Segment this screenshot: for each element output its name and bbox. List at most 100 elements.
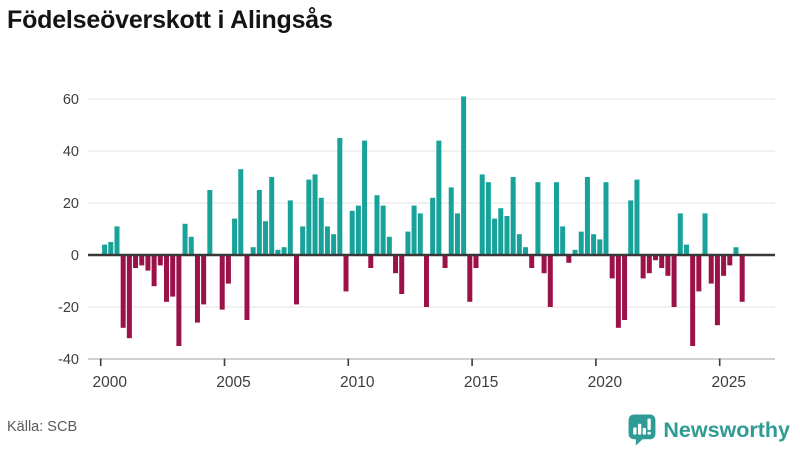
bar-2014-Q1 xyxy=(448,187,454,255)
bar-2020-Q4 xyxy=(615,255,621,328)
bar-2011-Q3 xyxy=(386,236,392,255)
bar-2002-Q3 xyxy=(164,255,169,302)
bar-2007-Q1 xyxy=(275,249,281,255)
bar-2016-Q3 xyxy=(510,177,516,255)
bar-2013-Q1 xyxy=(423,255,429,307)
bar-2025-Q1 xyxy=(721,255,727,276)
bar-2021-Q3 xyxy=(634,179,640,255)
bar-2014-Q3 xyxy=(461,96,467,256)
bar-2005-Q1 xyxy=(225,255,231,284)
bar-2012-Q4 xyxy=(417,213,423,255)
bar-2018-Q1 xyxy=(547,255,553,307)
bar-2012-Q1 xyxy=(399,255,405,294)
bar-2015-Q4 xyxy=(492,218,498,255)
bar-2013-Q2 xyxy=(430,197,436,255)
page-title: Födelseöverskott i Alingsås xyxy=(7,6,333,34)
bar-2013-Q4 xyxy=(442,255,448,268)
bar-2009-Q2 xyxy=(331,234,337,255)
bar-2019-Q2 xyxy=(578,231,584,255)
bar-2001-Q4 xyxy=(145,255,151,271)
bar-2008-Q3 xyxy=(312,174,318,255)
bar-2003-Q4 xyxy=(194,255,200,323)
x-axis-label-2000: 2000 xyxy=(92,374,127,391)
bar-2006-Q1 xyxy=(250,247,256,255)
bar-2019-Q3 xyxy=(584,177,590,255)
bar-2015-Q2 xyxy=(479,174,485,255)
bar-2007-Q3 xyxy=(287,200,293,255)
bar-2004-Q2 xyxy=(207,190,213,255)
bar-2023-Q3 xyxy=(683,244,689,255)
bar-2000-Q4 xyxy=(120,255,126,328)
bar-2024-Q1 xyxy=(696,255,702,292)
bar-2003-Q3 xyxy=(188,236,194,255)
x-axis-label-2025: 2025 xyxy=(711,374,745,391)
y-axis-label--20: -20 xyxy=(58,300,79,316)
bar-2015-Q1 xyxy=(473,255,479,268)
bar-2011-Q4 xyxy=(393,255,399,274)
x-axis-label-2005: 2005 xyxy=(216,374,250,391)
x-axis-label-2010: 2010 xyxy=(340,374,375,391)
bar-2025-Q2 xyxy=(727,255,733,266)
bar-2009-Q4 xyxy=(343,255,349,292)
bar-2024-Q4 xyxy=(714,255,720,326)
bar-2022-Q2 xyxy=(653,255,659,261)
bar-2021-Q1 xyxy=(622,255,628,320)
bar-2003-Q2 xyxy=(182,223,188,255)
bar-2001-Q3 xyxy=(139,255,145,266)
bar-2019-Q1 xyxy=(572,249,578,255)
bar-2003-Q1 xyxy=(176,255,182,346)
bar-2009-Q3 xyxy=(337,138,343,255)
bar-2008-Q2 xyxy=(306,179,312,255)
bar-2014-Q2 xyxy=(454,213,460,255)
bar-2009-Q1 xyxy=(324,226,330,255)
bar-2017-Q2 xyxy=(529,255,535,268)
bar-2002-Q1 xyxy=(151,255,157,287)
bar-2017-Q4 xyxy=(541,255,547,274)
bar-2010-Q2 xyxy=(355,205,361,255)
bar-2002-Q2 xyxy=(157,255,163,266)
bar-2010-Q3 xyxy=(362,140,368,255)
bar-2004-Q1 xyxy=(201,255,207,305)
bar-2004-Q4 xyxy=(219,255,225,310)
newsworthy-logo-link[interactable]: Newsworthy xyxy=(628,414,790,446)
bar-2016-Q4 xyxy=(516,234,522,255)
bar-2010-Q1 xyxy=(349,210,355,255)
bar-2000-Q3 xyxy=(114,226,120,255)
x-axis-label-2020: 2020 xyxy=(588,374,623,391)
bar-2021-Q2 xyxy=(628,200,634,255)
y-axis-label-60: 60 xyxy=(63,92,79,108)
bar-2010-Q4 xyxy=(368,255,374,268)
bar-2008-Q4 xyxy=(318,197,324,255)
bar-2005-Q3 xyxy=(238,169,244,255)
bar-2017-Q1 xyxy=(523,247,529,255)
bar-2008-Q1 xyxy=(300,226,306,255)
bar-2025-Q4 xyxy=(739,255,745,302)
y-axis-label-0: 0 xyxy=(71,248,79,264)
bar-2016-Q2 xyxy=(504,216,510,255)
bar-2021-Q4 xyxy=(640,255,646,279)
bar-2023-Q1 xyxy=(671,255,677,307)
bar-2016-Q1 xyxy=(498,208,504,255)
bar-2005-Q4 xyxy=(244,255,250,320)
bar-2012-Q3 xyxy=(411,205,417,255)
bar-2017-Q3 xyxy=(535,182,541,255)
bar-2023-Q4 xyxy=(690,255,696,346)
bar-2001-Q2 xyxy=(133,255,139,268)
bar-2006-Q4 xyxy=(269,177,275,255)
bar-2011-Q2 xyxy=(380,205,386,255)
bar-2000-Q1 xyxy=(102,244,108,255)
bar-2002-Q4 xyxy=(170,255,176,297)
newsworthy-wordmark: Newsworthy xyxy=(663,417,790,442)
bar-2018-Q4 xyxy=(566,255,572,263)
bar-2015-Q3 xyxy=(485,182,491,255)
bar-2024-Q2 xyxy=(702,213,708,255)
bar-2012-Q2 xyxy=(405,231,411,255)
bar-2014-Q4 xyxy=(467,255,473,302)
bar-2000-Q2 xyxy=(108,242,114,255)
bar-2018-Q3 xyxy=(560,226,566,255)
x-axis-label-2015: 2015 xyxy=(464,374,498,391)
bar-2023-Q2 xyxy=(677,213,683,255)
y-axis-label--40: -40 xyxy=(58,352,79,368)
bar-2022-Q4 xyxy=(665,255,671,276)
